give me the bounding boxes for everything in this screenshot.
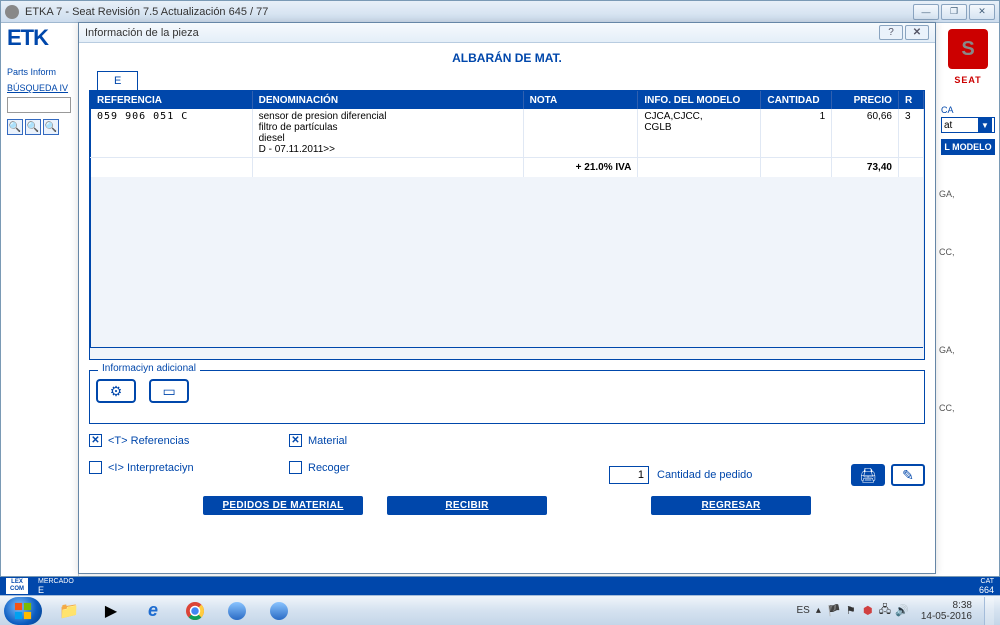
search-input[interactable] (7, 97, 71, 113)
recibir-button[interactable]: RECIBIR (387, 496, 547, 515)
minimize-button[interactable]: — (913, 4, 939, 20)
tab-e[interactable]: E (97, 71, 138, 90)
col-denom[interactable]: DENOMINACIÓN (252, 92, 523, 110)
app-title: ETKA 7 - Seat Revisión 7.5 Actualización… (25, 6, 268, 18)
cell-denom: sensor de presion diferencial filtro de … (252, 109, 523, 158)
col-nota[interactable]: NOTA (523, 92, 638, 110)
quantity-label: Cantidad de pedido (657, 469, 752, 481)
media-player-icon[interactable]: ▶ (91, 598, 131, 624)
cell-cant: 1 (761, 109, 832, 158)
chevron-down-icon: ▼ (978, 118, 992, 132)
modelo-button[interactable]: L MODELO (941, 139, 995, 155)
checkbox-icon (289, 434, 302, 447)
edge-text-2: CC, (937, 243, 999, 261)
tray-expand-icon[interactable]: ▴ (816, 605, 821, 616)
cell-precio: 60,66 (832, 109, 899, 158)
ie-icon[interactable]: e (133, 598, 173, 624)
clock[interactable]: 8:38 14-05-2016 (915, 600, 978, 622)
search-label: BÚSQUEDA IV (1, 81, 78, 95)
part-info-dialog: Información de la pieza ? ✕ ALBARÁN DE M… (78, 22, 936, 574)
additional-info-box: Informaciуn adicional ⚙ ▭ (89, 370, 925, 424)
screen-icon[interactable]: ▭ (149, 379, 189, 403)
col-r[interactable]: R (898, 92, 923, 110)
brand-name: SEAT (937, 75, 999, 85)
iva-total: 73,40 (832, 158, 899, 178)
regresar-button[interactable]: REGRESAR (651, 496, 811, 515)
diagram-icon[interactable]: ⚙ (96, 379, 136, 403)
check-referencias[interactable]: <T> Referencias (89, 434, 239, 447)
show-desktop-button[interactable] (984, 597, 994, 625)
market-select[interactable]: at ▼ (941, 117, 995, 133)
network-icon[interactable]: 🖧 (878, 604, 892, 618)
iva-row: + 21.0% IVA 73,40 (91, 158, 924, 178)
parts-table: REFERENCIA DENOMINACIÓN NOTA INFO. DEL M… (89, 90, 925, 360)
col-ref[interactable]: REFERENCIA (91, 92, 253, 110)
right-label: CA (941, 105, 995, 115)
col-precio[interactable]: PRECIO (832, 92, 899, 110)
zoom-out-icon[interactable]: 🔍 (25, 119, 41, 135)
system-tray: ES ▴ 🏴 ⚑ ⬢ 🖧 🔊 8:38 14-05-2016 (796, 597, 996, 625)
pedidos-button[interactable]: PEDIDOS DE MATERIAL (203, 496, 363, 515)
language-indicator[interactable]: ES (796, 605, 809, 616)
print-button[interactable]: 🖨 (851, 464, 885, 486)
taskbar: 📁 ▶ e ES ▴ 🏴 ⚑ ⬢ 🖧 🔊 8:38 14-05-2016 (0, 595, 1000, 625)
action-center-icon[interactable]: ⚑ (844, 604, 858, 618)
etka-icon-2[interactable] (259, 598, 299, 624)
chrome-icon[interactable] (175, 598, 215, 624)
col-modelo[interactable]: INFO. DEL MODELO (638, 92, 761, 110)
additional-legend: Informaciуn adicional (98, 363, 200, 374)
status-bar: LEXCOM MERCADO E CAT 664 (0, 577, 1000, 595)
flag-icon[interactable]: 🏴 (827, 604, 841, 618)
logo-subtitle: Parts Inform (1, 67, 78, 81)
dialog-title: Información de la pieza (85, 27, 199, 39)
lexcom-logo: LEXCOM (6, 578, 28, 594)
close-button[interactable]: ✕ (969, 4, 995, 20)
maximize-button[interactable]: ❐ (941, 4, 967, 20)
cell-modelo: CJCA,CJCC, CGLB (638, 109, 761, 158)
right-panel: SEAT CA at ▼ L MODELO GA, CC, GA, CC, (937, 23, 999, 575)
cell-nota (523, 109, 638, 158)
check-recoger[interactable]: Recoger (289, 461, 439, 474)
checkbox-icon (89, 434, 102, 447)
col-cant[interactable]: CANTIDAD (761, 92, 832, 110)
shield-icon[interactable]: ⬢ (861, 604, 875, 618)
zoom-reset-icon[interactable]: 🔍 (43, 119, 59, 135)
cell-r: 3 (898, 109, 923, 158)
seat-logo-icon (948, 29, 988, 69)
edit-button[interactable]: ✎ (891, 464, 925, 486)
etka-icon-1[interactable] (217, 598, 257, 624)
cell-ref: 059 906 051 C (91, 109, 253, 158)
app-titlebar[interactable]: ETKA 7 - Seat Revisión 7.5 Actualización… (1, 1, 999, 23)
quantity-input[interactable] (609, 466, 649, 484)
market-value: at (944, 120, 952, 131)
check-interpret[interactable]: <I> Interpretaciуn (89, 461, 239, 474)
dialog-close-button[interactable]: ✕ (905, 25, 929, 40)
checkbox-icon (89, 461, 102, 474)
zoom-in-icon[interactable]: 🔍 (7, 119, 23, 135)
check-material[interactable]: Material (289, 434, 439, 447)
start-button[interactable] (4, 597, 42, 625)
app-icon (5, 5, 19, 19)
dialog-header: ALBARÁN DE MAT. (89, 49, 925, 71)
dialog-help-button[interactable]: ? (879, 25, 903, 40)
edge-text-3: GA, (937, 341, 999, 359)
dialog-titlebar[interactable]: Información de la pieza ? ✕ (79, 23, 935, 43)
checkbox-icon (289, 461, 302, 474)
left-panel: ETK Parts Inform BÚSQUEDA IV 🔍 🔍 🔍 (1, 23, 79, 576)
logo: ETK (1, 23, 78, 67)
explorer-icon[interactable]: 📁 (49, 598, 89, 624)
edge-text-4: CC, (937, 399, 999, 417)
table-row[interactable]: 059 906 051 C sensor de presion diferenc… (91, 109, 924, 158)
edge-text-1: GA, (937, 185, 999, 203)
iva-label: + 21.0% IVA (523, 158, 638, 178)
volume-icon[interactable]: 🔊 (895, 604, 909, 618)
